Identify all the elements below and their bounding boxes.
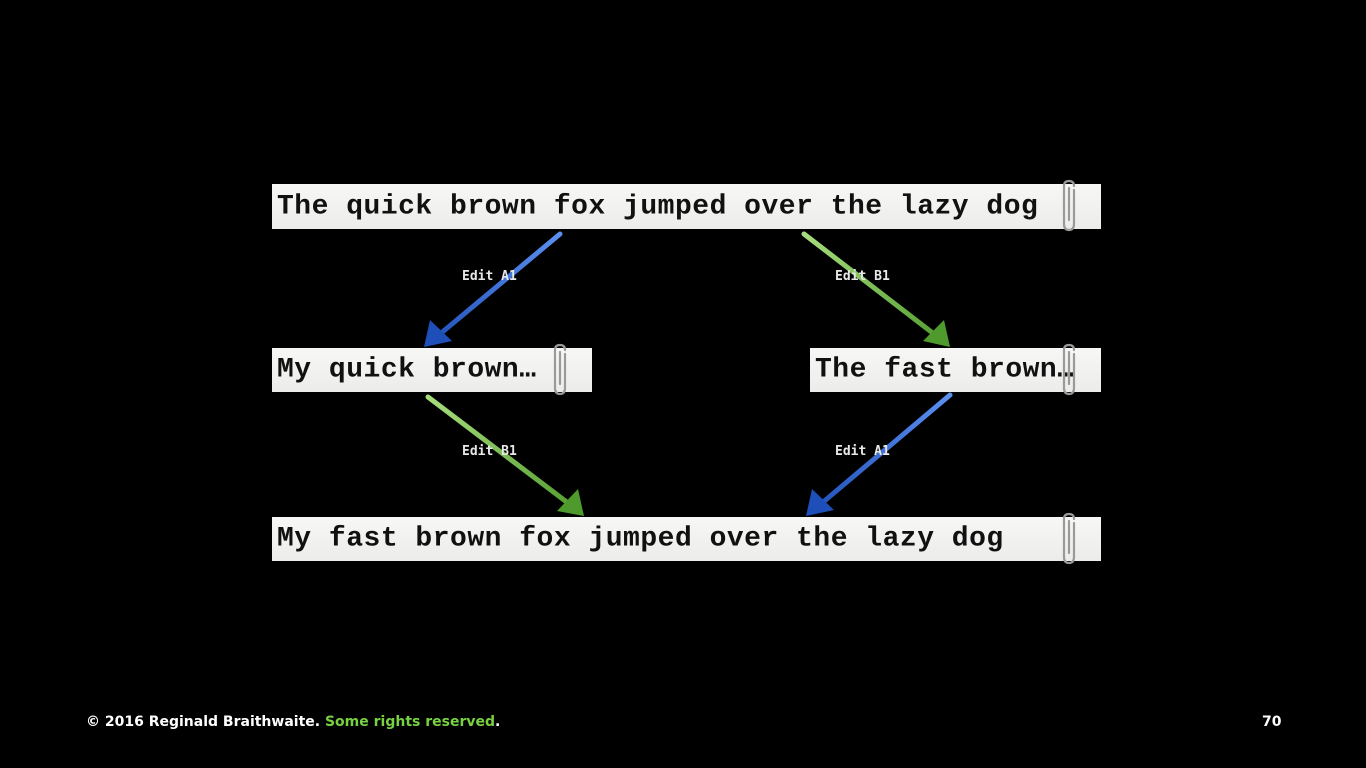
arrowhead-edit-b1-top <box>923 320 950 347</box>
branch-b-text: The fast brown… <box>815 354 1075 386</box>
arrow-edit-a1-bottom <box>819 392 953 506</box>
arrowhead-edit-a1-bottom <box>806 489 834 516</box>
arrow-edit-b1-top <box>801 231 937 337</box>
original-sentence-text: The quick brown fox jumped over the lazy… <box>277 191 1039 222</box>
footer-period: . <box>495 714 501 730</box>
arrow-edit-a1-top <box>437 231 563 337</box>
edit-label-bottom-left: Edit B1 <box>462 444 517 459</box>
paperclip-icon <box>1062 179 1076 232</box>
footer-copyright: © 2016 Reginald Braithwaite. Some rights… <box>86 714 500 730</box>
arrowhead-edit-b1-bottom <box>557 489 584 516</box>
copyright-text: © 2016 Reginald Braithwaite. <box>86 714 321 730</box>
arrowhead-edit-a1-top <box>424 320 452 347</box>
paperclip-icon <box>1062 512 1076 565</box>
page-number: 70 <box>1262 714 1282 730</box>
branch-a-text: My quick brown… <box>277 354 537 386</box>
arrow-edit-b1-bottom <box>425 394 571 506</box>
original-sentence-strip: The quick brown fox jumped over the lazy… <box>272 184 1101 229</box>
paperclip-icon <box>1062 343 1076 396</box>
branch-a-strip: My quick brown… <box>272 348 592 392</box>
merged-sentence-strip: My fast brown fox jumped over the lazy d… <box>272 517 1101 561</box>
edit-label-bottom-right: Edit A1 <box>835 444 890 459</box>
edit-label-top-right: Edit B1 <box>835 269 890 284</box>
edit-label-top-left: Edit A1 <box>462 269 517 284</box>
some-rights-reserved-link[interactable]: Some rights reserved <box>324 714 495 730</box>
paperclip-icon <box>553 343 567 396</box>
merged-sentence-text: My fast brown fox jumped over the lazy d… <box>277 523 1004 555</box>
branch-b-strip: The fast brown… <box>810 348 1101 392</box>
